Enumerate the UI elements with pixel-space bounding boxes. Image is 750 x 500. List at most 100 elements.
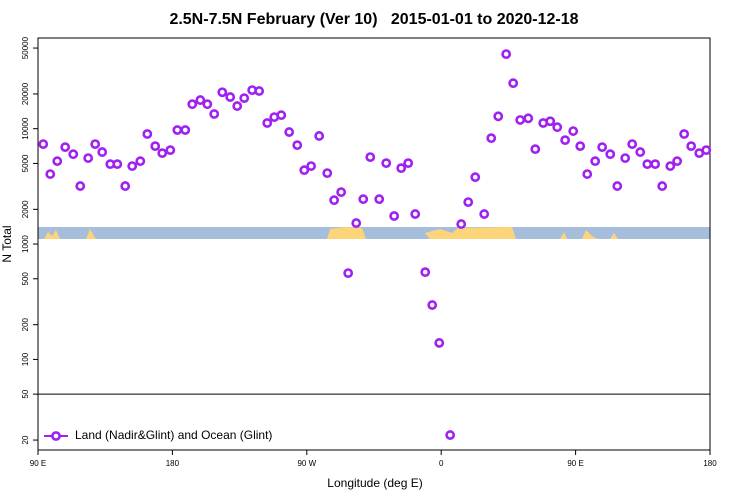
point [157,148,168,159]
point [420,267,431,278]
point [486,133,497,144]
point [239,93,250,104]
point [135,156,146,167]
point [672,156,683,167]
plot-frame [37,37,711,451]
point [515,115,526,125]
point [150,141,161,152]
point [202,99,213,110]
point [209,109,220,119]
x-tick-label: 180 [166,459,180,468]
x-tick-label: 0 [439,459,444,468]
point [292,140,303,151]
y-tick-label: 100 [21,352,30,366]
point [276,110,287,121]
y-tick-label: 20 [21,435,30,444]
point [165,145,176,156]
point [545,116,556,127]
point [582,169,593,179]
map-band [38,227,710,239]
point [336,187,347,198]
point [679,129,690,139]
point [172,125,183,135]
y-tick-label: 50 [21,389,30,398]
point [552,122,563,133]
point [83,153,94,163]
y-tick-label: 50000 [21,36,30,59]
point [365,152,376,163]
point [597,142,608,153]
point [60,142,71,153]
point [343,268,354,279]
point [45,169,56,179]
point [612,181,623,191]
point [306,161,317,171]
point [254,86,265,96]
y-tick-label: 500 [21,272,30,286]
point [284,127,295,137]
point [112,159,123,170]
y-tick-label: 1000 [21,235,30,253]
point [358,194,369,205]
point [620,153,631,163]
point [232,101,243,111]
ocean [38,227,710,239]
y-tick-label: 2000 [21,200,30,218]
point [142,129,153,139]
point [374,194,385,205]
point [635,147,646,157]
point [470,172,481,183]
point [351,218,362,228]
point [642,159,653,170]
point [665,161,676,171]
point [530,144,541,155]
point [299,165,310,176]
point [427,300,438,310]
point [508,78,519,89]
point [322,168,333,179]
point [381,158,392,169]
y-tick-label: 200 [21,317,30,331]
land [44,227,618,239]
point [701,145,712,156]
point [120,181,131,191]
point [590,156,601,167]
point [501,49,512,60]
point [523,113,534,124]
legend-marker [51,431,61,441]
chart-title: 2.5N-7.5N February (Ver 10) 2015-01-01 t… [169,11,578,28]
y-tick-label: 5000 [21,154,30,172]
point [463,197,474,208]
x-tick-label: 90 E [30,459,46,468]
point [180,125,191,135]
point [75,181,86,191]
y-axis-label: N Total [0,225,14,262]
point [605,149,616,160]
x-tick-label: 90 W [297,459,316,468]
point [479,209,490,219]
x-axis-label: Longitude (deg E) [327,476,422,490]
legend-label: Land (Nadir&Glint) and Ocean (Glint) [75,428,272,442]
point [52,156,63,167]
point [314,131,325,141]
point [575,141,586,152]
x-tick-label: 90 E [567,459,583,468]
point [329,195,340,206]
point [627,139,638,150]
point [68,149,79,160]
point [225,92,236,102]
point [493,111,504,122]
point [127,161,138,171]
point [568,126,579,136]
point [396,163,407,174]
point [403,158,414,169]
point [262,118,273,128]
point [90,139,101,150]
point [686,141,697,152]
point [410,209,421,219]
x-tick-label: 180 [703,459,717,468]
point [657,181,668,191]
point [38,139,49,150]
point [445,430,456,440]
